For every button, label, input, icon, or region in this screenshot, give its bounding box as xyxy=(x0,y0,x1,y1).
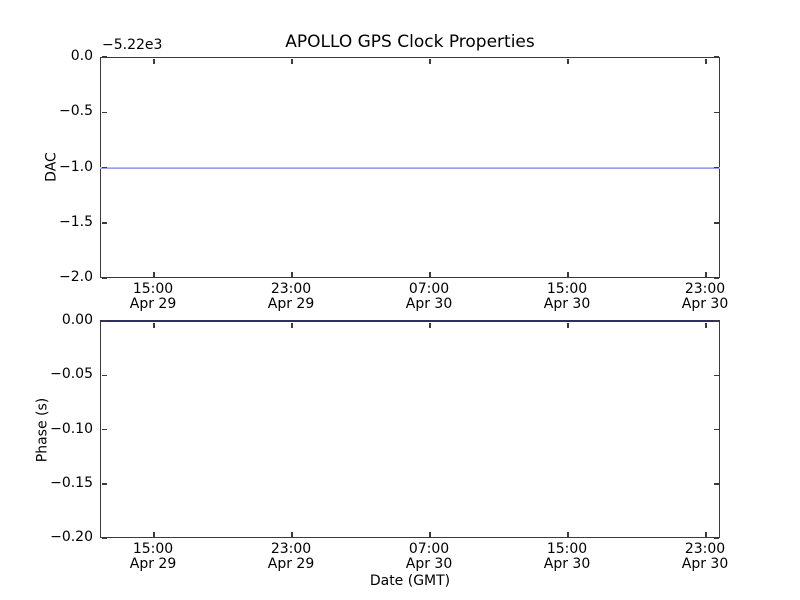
tick-mark xyxy=(705,322,707,328)
tick-mark xyxy=(101,374,107,376)
tick-mark xyxy=(713,56,719,58)
tick-mark xyxy=(101,428,107,431)
y-axis-offset-label: −5.22e3 xyxy=(102,37,163,53)
ytick-label: −1.0 xyxy=(59,159,93,175)
ytick-label: −0.10 xyxy=(50,421,93,437)
ytick-label: −0.5 xyxy=(59,103,93,119)
xtick-date: Apr 30 xyxy=(405,296,453,312)
xtick-label: 07:00 Apr 30 xyxy=(406,542,452,572)
bottom-axes-frame xyxy=(100,321,720,538)
xtick-label: 23:00 Apr 29 xyxy=(268,282,314,312)
xtick-date: Apr 29 xyxy=(129,556,177,572)
tick-mark xyxy=(101,222,107,224)
tick-mark xyxy=(291,322,293,328)
tick-mark xyxy=(153,531,155,537)
xtick-time: 15:00 xyxy=(132,541,174,557)
tick-mark xyxy=(567,531,569,537)
tick-mark xyxy=(101,320,107,322)
xtick-date: Apr 29 xyxy=(267,296,315,312)
ytick-label: −1.5 xyxy=(59,214,93,230)
ytick-label: −0.20 xyxy=(50,529,93,545)
xtick-time: 23:00 xyxy=(684,541,726,557)
dac-series-line xyxy=(100,166,720,169)
phase-series-line xyxy=(100,320,720,322)
ytick-label: −2.0 xyxy=(59,269,93,285)
tick-mark xyxy=(567,58,569,64)
tick-mark xyxy=(101,277,107,279)
tick-mark xyxy=(153,322,155,328)
tick-mark xyxy=(705,531,707,537)
tick-mark xyxy=(567,322,569,328)
tick-mark xyxy=(429,58,431,64)
tick-mark xyxy=(101,166,107,169)
xtick-time: 15:00 xyxy=(132,281,174,297)
xtick-date: Apr 30 xyxy=(681,296,729,312)
tick-mark xyxy=(153,58,155,64)
chart-title: APOLLO GPS Clock Properties xyxy=(285,32,535,52)
tick-mark xyxy=(713,166,719,169)
xtick-date: Apr 30 xyxy=(405,556,453,572)
tick-mark xyxy=(429,531,431,537)
xtick-label: 15:00 Apr 30 xyxy=(544,282,590,312)
xtick-label: 23:00 Apr 30 xyxy=(682,282,728,312)
xtick-label: 15:00 Apr 29 xyxy=(130,282,176,312)
xtick-label: 23:00 Apr 29 xyxy=(268,542,314,572)
tick-mark xyxy=(567,271,569,277)
ytick-label: 0.00 xyxy=(61,312,93,328)
ytick-label: 0.0 xyxy=(70,48,93,64)
xtick-time: 07:00 xyxy=(408,541,450,557)
tick-mark xyxy=(101,111,107,113)
xtick-time: 23:00 xyxy=(684,281,726,297)
xtick-label: 23:00 Apr 30 xyxy=(682,542,728,572)
ytick-label: −0.05 xyxy=(50,366,93,382)
tick-mark xyxy=(713,277,719,279)
tick-mark xyxy=(713,428,719,431)
tick-mark xyxy=(713,537,719,539)
bottom-y-axis-label: Phase (s) xyxy=(34,397,51,463)
top-y-axis-label: DAC xyxy=(43,152,60,182)
xtick-time: 15:00 xyxy=(546,541,588,557)
tick-mark xyxy=(713,483,719,485)
xtick-date: Apr 29 xyxy=(267,556,315,572)
xtick-time: 23:00 xyxy=(270,281,312,297)
tick-mark xyxy=(713,222,719,224)
tick-mark xyxy=(101,537,107,539)
xtick-time: 07:00 xyxy=(408,281,450,297)
tick-mark xyxy=(101,483,107,485)
tick-mark xyxy=(291,58,293,64)
x-axis-label: Date (GMT) xyxy=(369,573,451,589)
xtick-time: 15:00 xyxy=(546,281,588,297)
xtick-label: 15:00 Apr 30 xyxy=(544,542,590,572)
tick-mark xyxy=(429,271,431,277)
tick-mark xyxy=(713,320,719,322)
ytick-label: −0.15 xyxy=(50,475,93,491)
xtick-label: 15:00 Apr 29 xyxy=(130,542,176,572)
tick-mark xyxy=(101,56,107,58)
tick-mark xyxy=(705,271,707,277)
xtick-label: 07:00 Apr 30 xyxy=(406,282,452,312)
xtick-date: Apr 30 xyxy=(543,556,591,572)
xtick-time: 23:00 xyxy=(270,541,312,557)
tick-mark xyxy=(291,531,293,537)
tick-mark xyxy=(153,271,155,277)
tick-mark xyxy=(713,374,719,376)
xtick-date: Apr 30 xyxy=(681,556,729,572)
xtick-date: Apr 30 xyxy=(543,296,591,312)
tick-mark xyxy=(429,322,431,328)
tick-mark xyxy=(705,58,707,64)
xtick-date: Apr 29 xyxy=(129,296,177,312)
tick-mark xyxy=(291,271,293,277)
tick-mark xyxy=(713,111,719,113)
